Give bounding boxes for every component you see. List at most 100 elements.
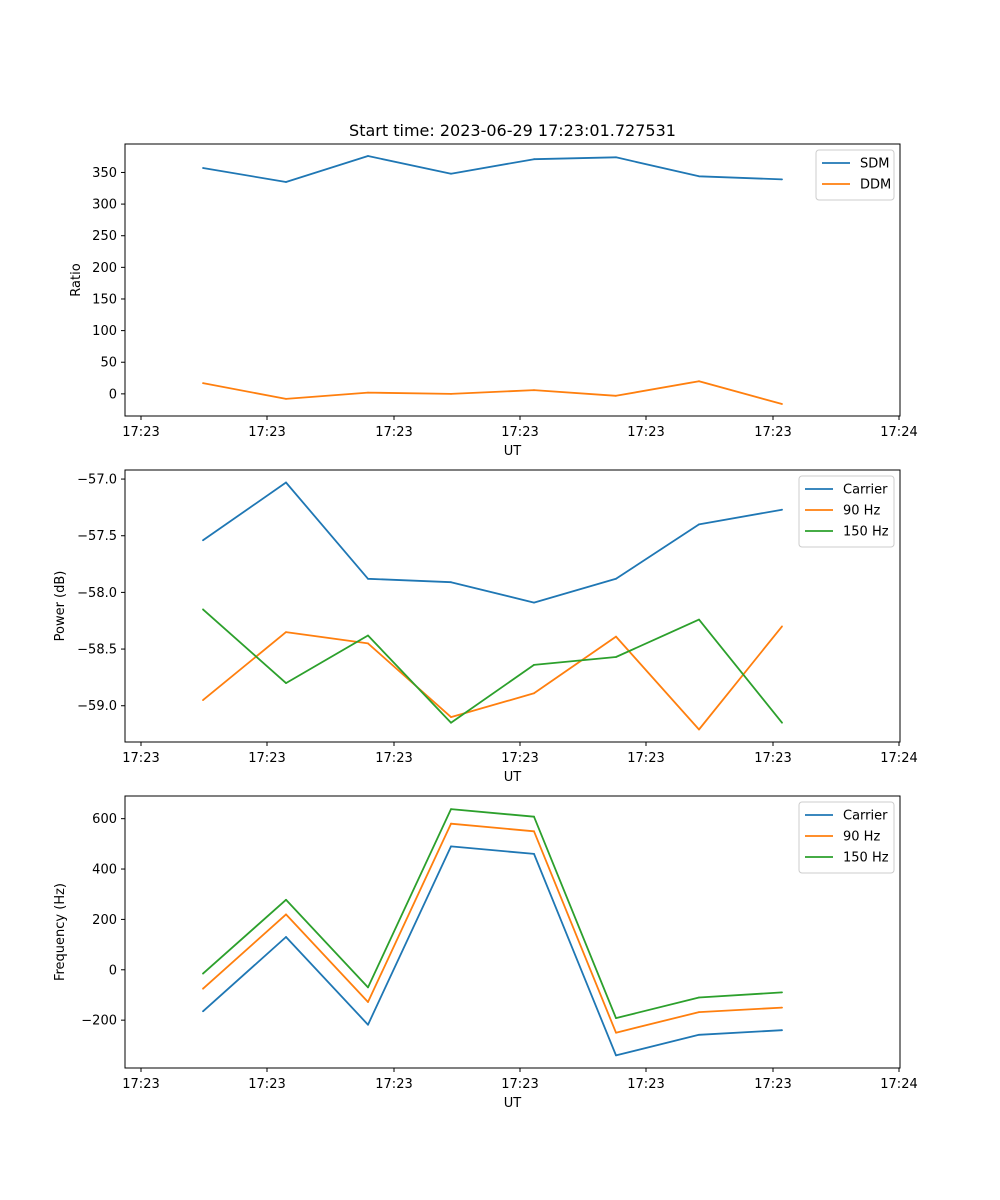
data-point (202, 167, 204, 169)
data-point (450, 172, 452, 175)
x-tick-label: 17:23 (754, 751, 791, 766)
data-point (285, 481, 287, 484)
chart-title: Start time: 2023-06-29 17:23:01.727531 (349, 121, 676, 140)
data-point (698, 728, 700, 731)
y-axis-label: Frequency (Hz) (53, 883, 68, 981)
data-point (285, 631, 287, 633)
data-point (202, 539, 204, 542)
data-point (285, 913, 287, 916)
data-point (450, 808, 452, 810)
data-point (202, 382, 204, 384)
y-tick-label: 50 (100, 356, 117, 371)
chart-panel-2: 17:23 17:23 17:23 17:23 17:23 17:23 17:24 −59.0… (53, 469, 918, 785)
y-tick-label: 0 (109, 963, 117, 978)
y-tick-label: 200 (92, 913, 117, 928)
y-tick-label: 600 (92, 812, 117, 827)
data-point (450, 845, 452, 848)
data-point (615, 1031, 617, 1034)
data-point (367, 642, 369, 645)
series-line-90-hz (202, 822, 783, 1034)
x-tick-label: 17:24 (880, 751, 917, 766)
data-point (285, 682, 287, 684)
data-point (698, 380, 700, 383)
data-point (367, 155, 369, 157)
x-tick-label: 17:23 (122, 1077, 159, 1092)
data-point (285, 398, 287, 400)
plot-frame (124, 143, 901, 417)
legend-label: 90 Hz (843, 830, 880, 845)
data-point (202, 699, 204, 701)
data-point (367, 634, 369, 637)
data-point (367, 577, 369, 580)
data-point (698, 1011, 700, 1013)
data-point (698, 523, 700, 526)
y-tick-label: 350 (92, 166, 117, 181)
data-point (781, 178, 783, 181)
x-tick-label: 17:23 (754, 1077, 791, 1092)
data-point (450, 393, 452, 395)
legend-frame (798, 475, 895, 548)
series-line-carrier (202, 845, 783, 1057)
data-point (781, 721, 783, 724)
data-point (781, 625, 783, 628)
legend: Carrier 90 Hz 150 Hz (798, 475, 895, 548)
data-point (615, 394, 617, 397)
y-tick-label: −57.5 (77, 529, 117, 544)
data-point (367, 986, 369, 989)
plot-frame (124, 795, 901, 1069)
x-tick-label: 17:23 (375, 751, 412, 766)
data-point (698, 175, 700, 178)
legend-label: DDM (860, 178, 891, 193)
series-line-150-hz (202, 808, 783, 1019)
y-tick-label: 150 (92, 292, 117, 307)
data-point (367, 1001, 369, 1003)
data-point (781, 403, 783, 405)
data-point (533, 664, 535, 666)
data-point (285, 898, 287, 901)
data-point (615, 635, 617, 638)
data-point (615, 577, 617, 580)
x-tick-label: 17:23 (122, 425, 159, 440)
data-point (202, 608, 204, 611)
legend: SDM DDM (815, 149, 895, 201)
series-line-carrier (202, 481, 783, 604)
x-tick-label: 17:23 (501, 1077, 538, 1092)
chart-panel-3: 17:23 17:23 17:23 17:23 17:23 17:23 17:24 −200 0… (53, 795, 918, 1111)
data-point (533, 853, 535, 855)
y-tick-label: 300 (92, 198, 117, 213)
data-point (533, 830, 535, 833)
x-tick-label: 17:23 (248, 425, 285, 440)
legend-label: Carrier (843, 809, 888, 824)
series-line-90-hz (202, 625, 783, 731)
series-line-ddm (202, 380, 783, 405)
y-tick-label: −58.5 (77, 643, 117, 658)
data-point (781, 1029, 783, 1032)
x-tick-label: 17:23 (754, 425, 791, 440)
data-point (367, 391, 369, 394)
data-point (698, 618, 700, 621)
data-point (450, 581, 452, 584)
x-axis-label: UT (504, 1096, 522, 1111)
x-axis-label: UT (504, 444, 522, 459)
data-point (781, 508, 783, 511)
data-point (367, 1023, 369, 1026)
data-point (781, 991, 783, 994)
legend: Carrier 90 Hz 150 Hz (798, 801, 895, 874)
y-tick-label: 250 (92, 229, 117, 244)
data-point (615, 1054, 617, 1057)
y-tick-label: 200 (92, 261, 117, 276)
x-tick-label: 17:24 (880, 425, 917, 440)
legend-label: 150 Hz (843, 851, 889, 866)
data-point (698, 996, 700, 999)
legend-label: 150 Hz (843, 525, 889, 540)
y-tick-label: −57.0 (77, 473, 117, 488)
chart-panel-1: Start time: 2023-06-29 17:23:01.727531 17… (69, 121, 918, 459)
x-axis-label: UT (504, 770, 522, 785)
x-tick-label: 17:23 (248, 1077, 285, 1092)
data-point (202, 972, 204, 975)
y-tick-label: 400 (92, 863, 117, 878)
data-point (202, 987, 204, 990)
y-axis-label: Power (dB) (53, 571, 68, 642)
data-point (285, 936, 287, 938)
